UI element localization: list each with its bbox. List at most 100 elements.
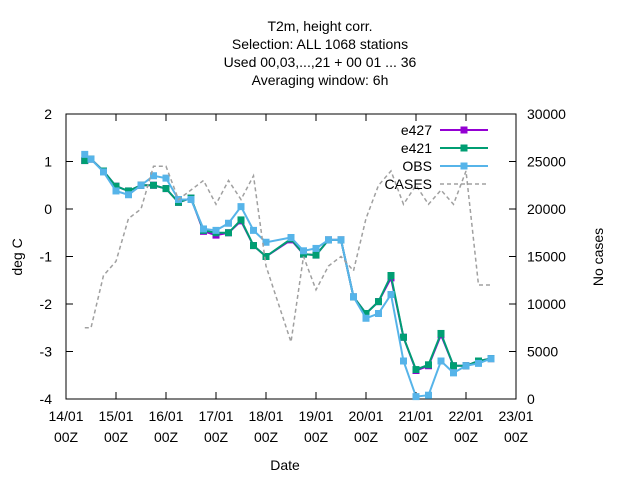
y-tick-label: -2 (40, 296, 53, 312)
x-tick-label-hour: 00Z (404, 429, 429, 445)
y2-tick-label: 15000 (527, 249, 566, 265)
x-tick-label-hour: 00Z (354, 429, 379, 445)
y2-tick-label: 30000 (527, 106, 566, 122)
plot-area (65, 113, 517, 400)
x-tick-label-hour: 00Z (454, 429, 479, 445)
data-point (487, 355, 495, 363)
title-line: Averaging window: 6h (252, 72, 389, 88)
legend-label: e421 (401, 140, 432, 156)
series-line-cases (84, 165, 491, 343)
data-point (312, 251, 320, 259)
x-tick-label-date: 14/01 (48, 408, 83, 424)
series-area (81, 150, 495, 401)
data-point (250, 226, 257, 234)
legend-label: CASES (385, 176, 432, 192)
data-point (362, 314, 370, 322)
title-line: T2m, height corr. (267, 18, 372, 34)
data-point (287, 234, 295, 241)
data-point (225, 219, 232, 227)
y-tick-label: -4 (40, 391, 53, 407)
x-tick-label-hour: 00Z (504, 429, 529, 445)
y-tick-label: 0 (44, 201, 52, 217)
y2-tick-label: 5000 (527, 344, 558, 360)
y2-tick-label: 25000 (527, 154, 566, 170)
x-tick-label-date: 15/01 (98, 408, 133, 424)
plot-frame (65, 113, 517, 400)
y-tick-label: 2 (44, 106, 52, 122)
data-point (250, 242, 257, 250)
data-point (262, 238, 270, 246)
data-point (225, 229, 232, 237)
data-point (137, 181, 145, 189)
title-line: Selection: ALL 1068 stations (232, 36, 408, 52)
y2-tick-label: 20000 (527, 201, 566, 217)
x-tick-label-hour: 00Z (154, 429, 179, 445)
legend: e427 e421 OBS CASES (385, 122, 488, 192)
y2-axis-label: No cases (590, 228, 606, 286)
x-tick-label-date: 16/01 (148, 408, 183, 424)
data-point (425, 361, 432, 369)
x-tick-label-date: 23/01 (498, 408, 533, 424)
x-tick-label-date: 18/01 (248, 408, 283, 424)
data-point (312, 244, 320, 252)
x-tick-label-date: 20/01 (348, 408, 383, 424)
data-point (412, 393, 420, 401)
data-point (362, 310, 370, 317)
y-tick-label: -1 (40, 249, 53, 265)
legend-marker (460, 144, 468, 152)
data-point (425, 391, 432, 399)
x-tick-label-hour: 00Z (304, 429, 329, 445)
y-axis: -4 -3 -2 -1 0 1 2 (40, 106, 73, 407)
data-point (337, 236, 345, 244)
data-point (162, 185, 170, 193)
chart-title: T2m, height corr. Selection: ALL 1068 sta… (224, 18, 417, 88)
data-point (150, 172, 157, 180)
data-point (437, 357, 445, 365)
legend-marker (460, 162, 468, 170)
data-point (112, 182, 120, 190)
data-point (375, 298, 382, 306)
data-point (262, 253, 270, 260)
data-point (112, 187, 120, 195)
data-point (437, 329, 445, 337)
data-point (450, 369, 457, 377)
y2-tick-label: 10000 (527, 296, 566, 312)
x-tick-label-date: 21/01 (398, 408, 433, 424)
data-point (400, 357, 407, 365)
series-obs (81, 150, 495, 401)
data-point (125, 187, 132, 195)
data-point (412, 366, 420, 374)
x-tick-label-hour: 00Z (104, 429, 129, 445)
y2-axis: 0 5000 10000 15000 20000 25000 30000 (509, 106, 566, 407)
x-tick-label-date: 17/01 (198, 408, 233, 424)
data-point (462, 362, 470, 370)
data-point (400, 333, 407, 341)
data-point (81, 150, 89, 158)
series-cases (84, 165, 491, 343)
data-point (200, 225, 207, 233)
data-point (387, 272, 395, 279)
y-axis-label: deg C (9, 238, 25, 275)
data-point (325, 236, 332, 244)
y2-tick-label: 0 (527, 391, 535, 407)
title-line: Used 00,03,...,21 + 00 01 ... 36 (224, 54, 417, 70)
data-point (125, 191, 132, 199)
data-point (300, 247, 307, 255)
data-point (350, 293, 357, 301)
data-point (87, 155, 95, 163)
data-point (450, 362, 457, 370)
data-point (81, 157, 89, 165)
x-axis: 14/01 00Z 15/01 00Z 16/01 00Z 17/01 00Z 18/01 00Z… (48, 114, 534, 445)
legend-label: e427 (401, 122, 432, 138)
data-point (475, 359, 482, 367)
data-point (237, 203, 245, 211)
x-tick-label-hour: 00Z (204, 429, 229, 445)
x-tick-label-hour: 00Z (54, 429, 79, 445)
data-point (100, 168, 107, 176)
x-tick-label-date: 19/01 (298, 408, 333, 424)
data-point (375, 310, 382, 317)
x-tick-label-hour: 00Z (254, 429, 279, 445)
x-tick-label-date: 22/01 (448, 408, 483, 424)
data-point (212, 226, 220, 234)
